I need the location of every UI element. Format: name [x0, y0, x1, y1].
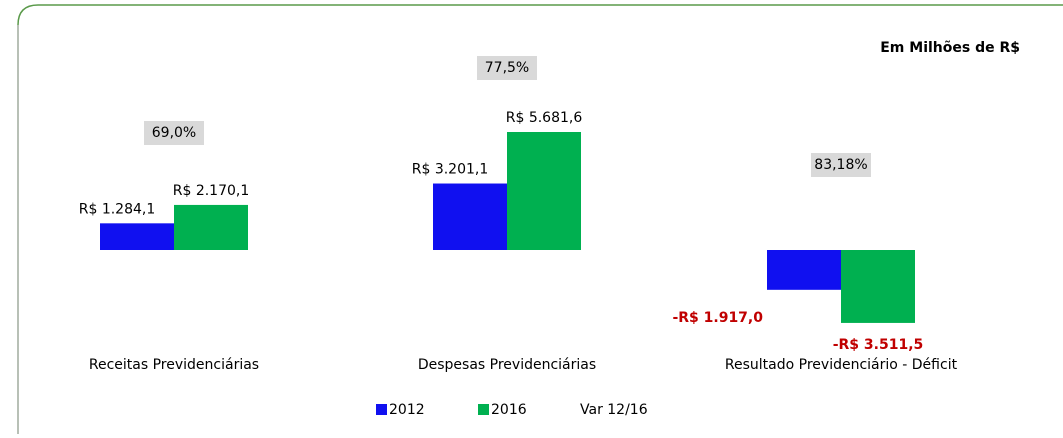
- variation-box: [477, 56, 537, 80]
- variation-label: 69,0%: [152, 125, 196, 141]
- chart-title: Em Milhões de R$: [880, 40, 1020, 56]
- data-label: -R$ 1.917,0: [672, 310, 763, 326]
- legend-swatch: [376, 404, 387, 415]
- data-label: R$ 2.170,1: [173, 183, 250, 199]
- bar: [174, 204, 248, 250]
- bar: [433, 183, 507, 250]
- data-label: R$ 3.201,1: [412, 162, 489, 178]
- legend-swatch: [478, 404, 489, 415]
- x-tick-label: Despesas Previdenciárias: [418, 357, 596, 373]
- legend-label: 2012: [389, 402, 425, 418]
- legend-label: 2016: [491, 402, 527, 418]
- data-label: R$ 5.681,6: [506, 110, 583, 126]
- legend-label: Var 12/16: [580, 402, 648, 418]
- variation-label: 77,5%: [485, 60, 529, 76]
- variation-box: [144, 121, 204, 145]
- bar: [767, 250, 841, 290]
- bar: [100, 223, 174, 250]
- bar: [507, 132, 581, 250]
- bar: [841, 250, 915, 323]
- x-tick-label: Resultado Previdenciário - Déficit: [725, 357, 958, 373]
- variation-box: [811, 153, 871, 177]
- data-label: -R$ 3.511,5: [833, 337, 924, 353]
- data-label: R$ 1.284,1: [79, 201, 156, 217]
- variation-label: 83,18%: [814, 157, 867, 173]
- frame: [17, 4, 1063, 434]
- x-tick-label: Receitas Previdenciárias: [89, 357, 259, 373]
